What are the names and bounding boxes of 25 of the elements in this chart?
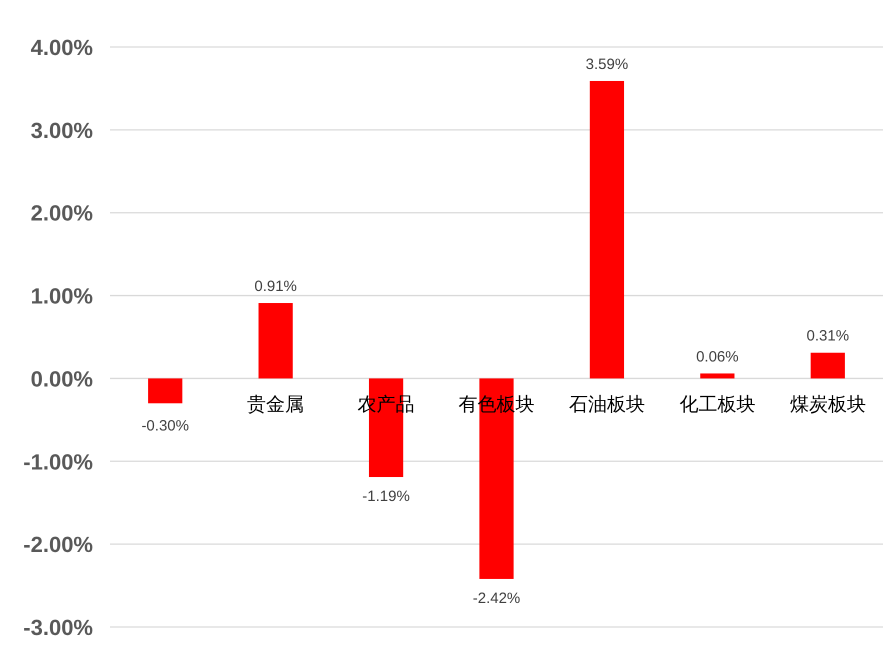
y-tick-label: 3.00%: [30, 118, 93, 143]
y-tick-label: -2.00%: [23, 532, 93, 558]
y-tick-label: 4.00%: [30, 35, 93, 60]
data-label: -0.30%: [141, 417, 189, 434]
bar: [810, 352, 845, 378]
bar: [479, 378, 514, 579]
data-label: 0.31%: [806, 328, 850, 345]
bar: [148, 378, 182, 404]
x-tick-label: 石油板块: [568, 394, 645, 416]
y-tick-label: 1.00%: [30, 284, 93, 309]
bar: [258, 303, 293, 378]
y-tick-label: -1.00%: [23, 449, 93, 474]
data-label: 0.06%: [696, 348, 739, 366]
bar: [590, 80, 624, 378]
data-label: -2.42%: [472, 590, 520, 607]
bar: [700, 373, 734, 378]
x-tick-label: 煤炭板块: [790, 394, 866, 416]
x-tick-label: 化工板块: [679, 394, 756, 416]
data-label: 3.59%: [586, 56, 628, 73]
y-tick-label: -3.00%: [23, 615, 93, 640]
y-tick-label: 0.00%: [30, 366, 93, 392]
y-tick-label: 2.00%: [30, 200, 93, 226]
x-tick-label: 贵金属: [247, 394, 304, 416]
data-label: 0.91%: [254, 278, 297, 296]
data-label: -1.19%: [362, 488, 410, 506]
